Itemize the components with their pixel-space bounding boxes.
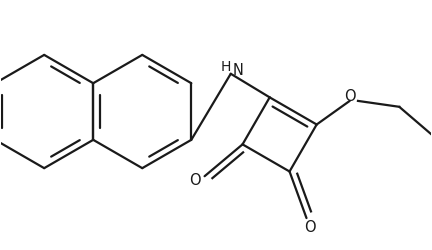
Text: O: O [344, 88, 356, 103]
Text: N: N [232, 62, 243, 77]
Text: O: O [304, 219, 316, 234]
Text: O: O [189, 172, 201, 188]
Text: H: H [221, 59, 231, 73]
